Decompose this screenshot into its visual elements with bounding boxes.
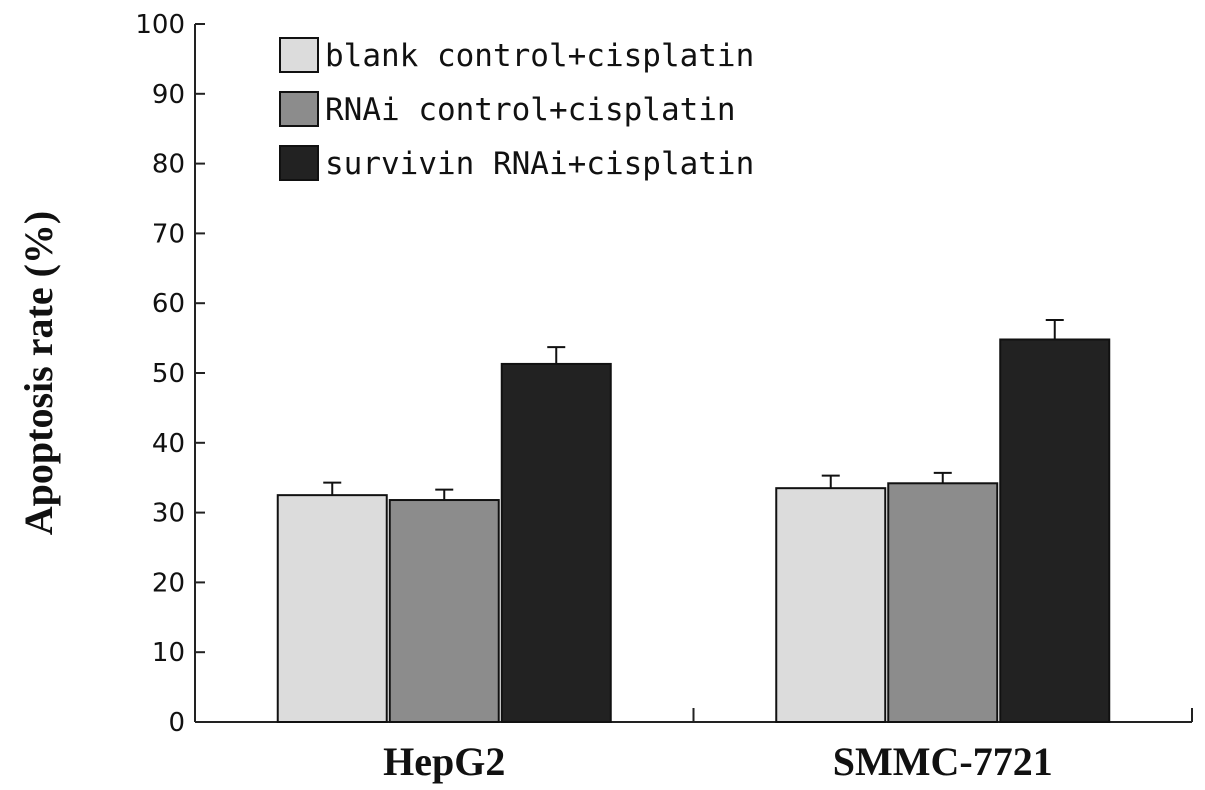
y-axis-title: Apoptosis rate (%) [16, 211, 61, 535]
y-tick-label: 70 [152, 219, 185, 249]
y-tick-label: 100 [135, 10, 185, 40]
legend-label: RNAi control+cisplatin [325, 92, 736, 128]
bar [500, 362, 612, 723]
y-tick-label: 50 [152, 359, 185, 389]
legend-swatch [279, 91, 319, 127]
bar [276, 494, 388, 723]
bar [887, 482, 999, 723]
x-category-label: SMMC-7721 [833, 739, 1053, 784]
legend-label: blank control+cisplatin [325, 38, 754, 74]
y-tick-label: 10 [152, 638, 185, 668]
y-tick-label: 80 [152, 150, 185, 180]
category-labels: HepG2 SMMC-7721 [383, 739, 1053, 784]
y-tick-label: 40 [152, 429, 185, 459]
bar [388, 499, 500, 724]
y-tick-label: 0 [168, 708, 185, 738]
bar [999, 338, 1111, 723]
y-tick-label: 60 [152, 289, 185, 319]
y-tick-label: 30 [152, 499, 185, 529]
legend-label: survivin RNAi+cisplatin [325, 146, 754, 182]
legend: blank control+cisplatin RNAi control+cisp… [279, 37, 754, 182]
bars [276, 318, 1111, 724]
x-category-label: HepG2 [383, 739, 505, 784]
bar [775, 487, 887, 724]
y-tick-label: 20 [152, 568, 185, 598]
legend-swatch [279, 37, 319, 73]
y-tick-label: 90 [152, 80, 185, 110]
legend-swatch [279, 145, 319, 181]
